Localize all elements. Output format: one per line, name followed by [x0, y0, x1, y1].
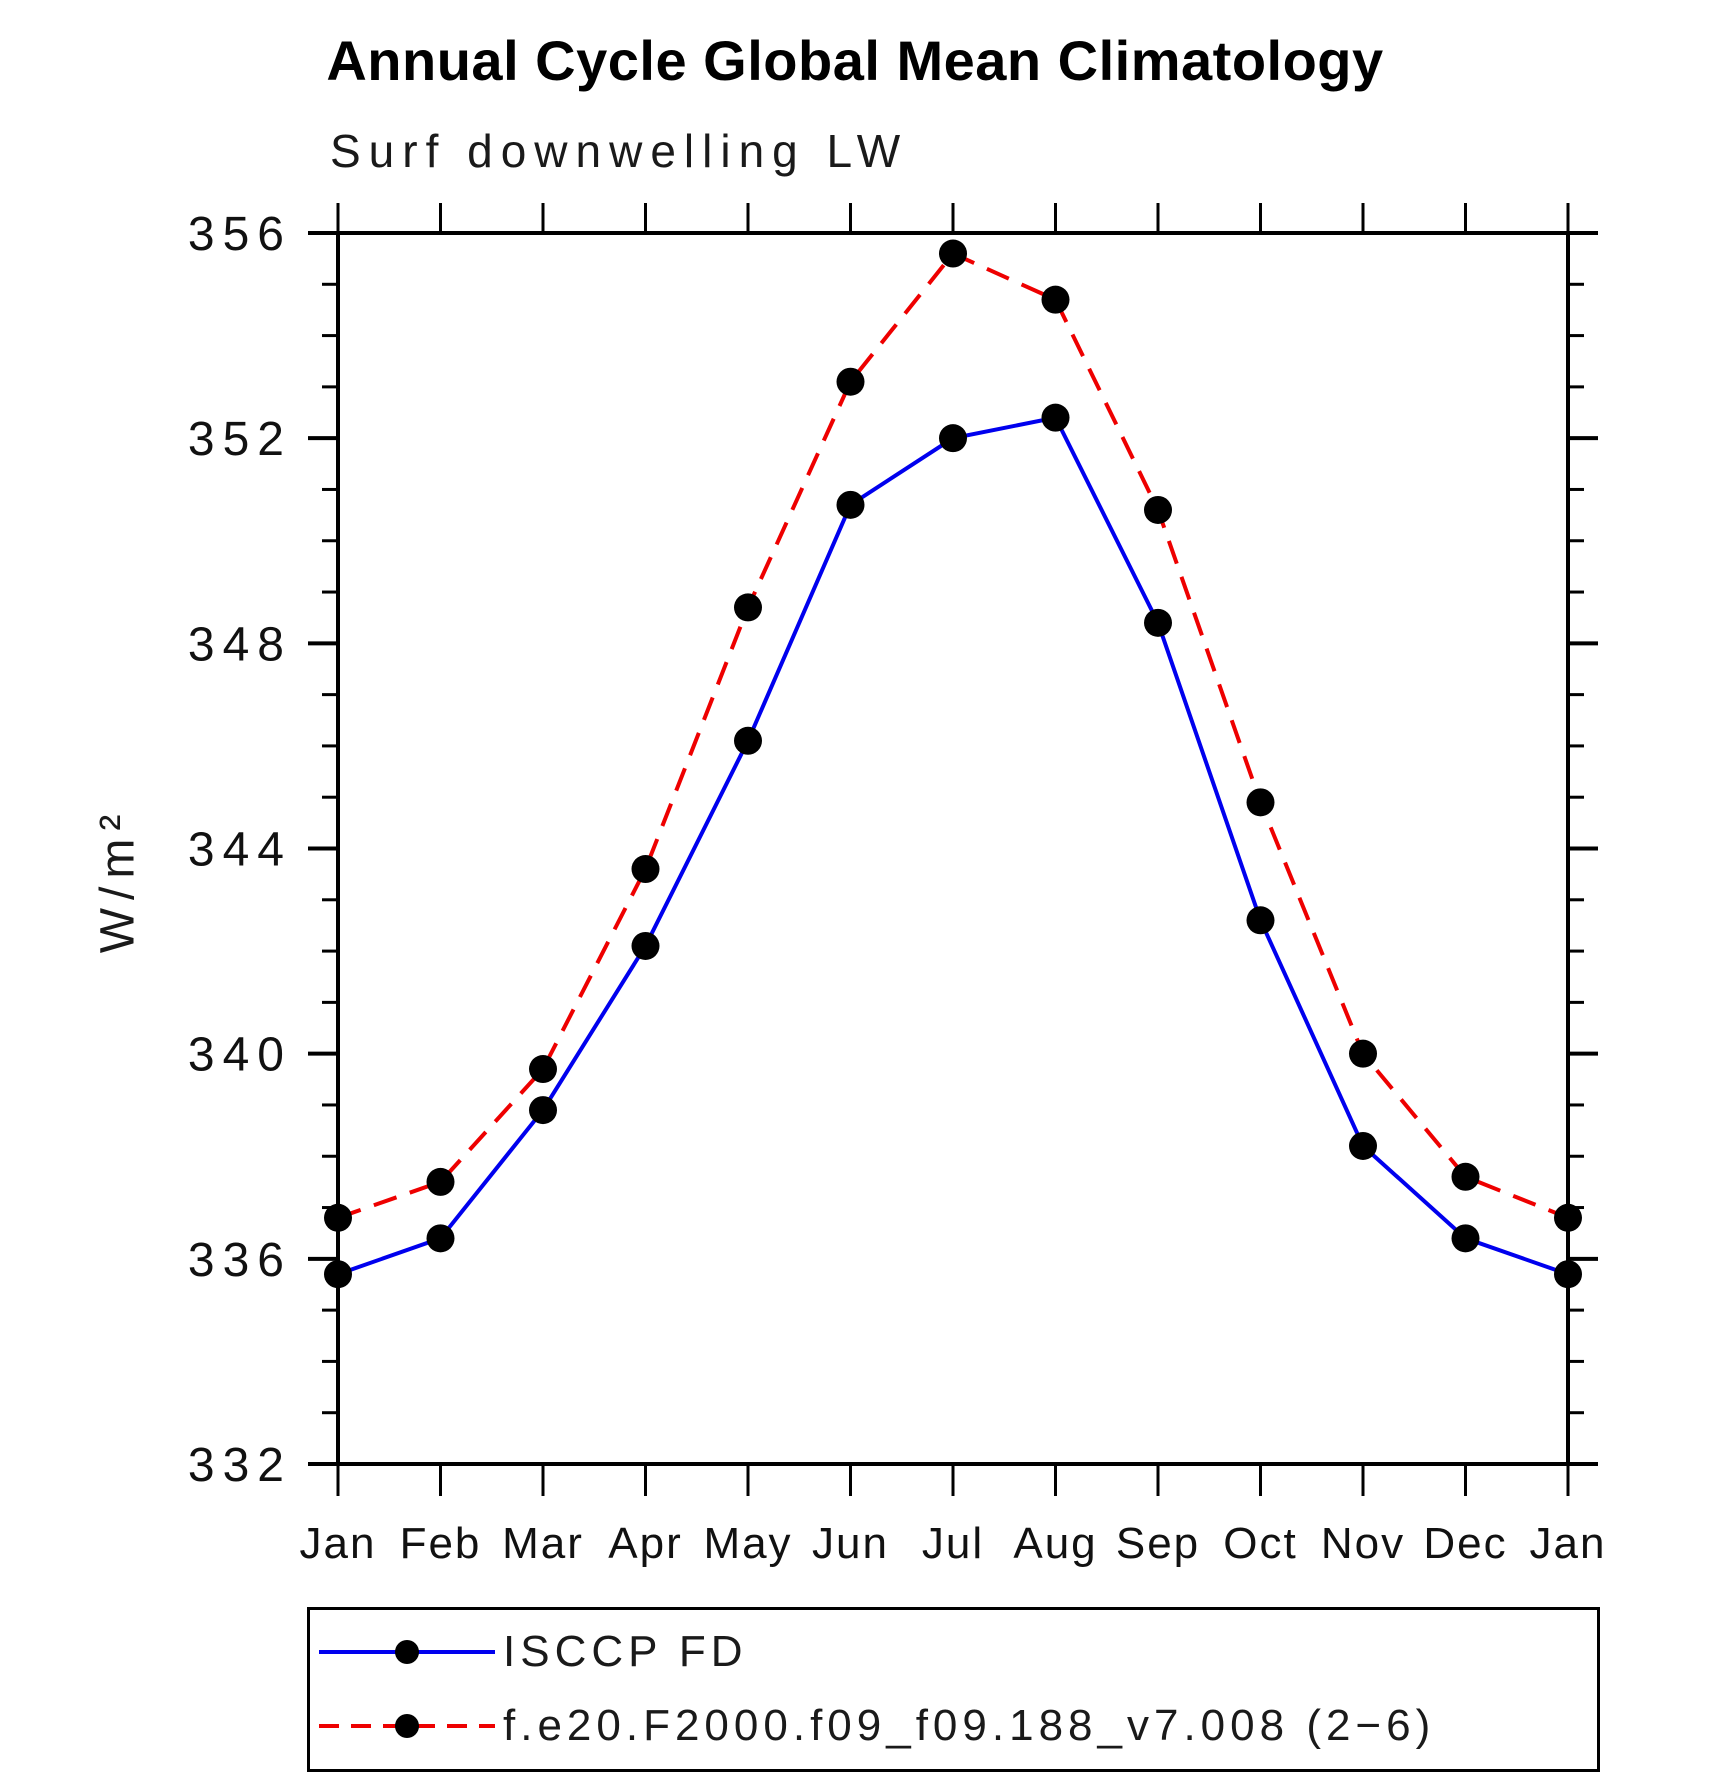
x-axis-tick-label: Nov: [1321, 1519, 1405, 1568]
plot-frame: [336, 231, 1570, 1466]
x-axis-tick-label: Oct: [1223, 1519, 1297, 1568]
plot-area: 332 336 340 344 348 352 356 Jan Feb Mar Apr May Jun J…: [188, 203, 1607, 1568]
y-axis-tick-label: 336: [188, 1234, 292, 1287]
series-0-marker: [529, 1096, 557, 1125]
series-0-marker: [1041, 403, 1070, 432]
series-0-marker: [836, 490, 865, 519]
series-1-marker: [529, 1055, 557, 1084]
chart-subtitle: Surf downwelling LW: [330, 125, 909, 177]
series-0-marker: [939, 424, 967, 453]
y-axis-tick-label: 332: [188, 1439, 292, 1492]
x-axis-tick-label: Jan: [300, 1519, 377, 1568]
series-0-marker: [1349, 1131, 1377, 1160]
y-axis-tick-label: 344: [188, 824, 292, 877]
x-axis-tick-label: Feb: [400, 1519, 482, 1568]
series-0-marker: [1246, 906, 1275, 935]
series-0-marker: [1554, 1260, 1582, 1289]
y-axis-tick-label: 348: [188, 618, 292, 671]
x-axis-tick-label: Jun: [812, 1519, 889, 1568]
legend-label-isccp: ISCCP FD: [503, 1627, 748, 1676]
series-1-marker: [939, 239, 967, 268]
series-0-marker: [734, 726, 762, 755]
legend-label-model: f.e20.F2000.f09_f09.188_v7.008 (2−6): [503, 1701, 1436, 1750]
x-axis-tick-label: Dec: [1423, 1519, 1507, 1568]
chart-title: Annual Cycle Global Mean Climatology: [326, 29, 1384, 92]
series-1-marker: [1041, 285, 1070, 314]
x-axis-tick-label: Apr: [608, 1519, 682, 1568]
legend-box: ISCCP FD f.e20.F2000.f09_f09.188_v7.008 …: [307, 1607, 1600, 1772]
x-axis-tick-label: Mar: [502, 1519, 584, 1568]
x-axis-tick-label: Aug: [1013, 1519, 1097, 1568]
series-line-0: [337, 415, 1569, 1277]
series-1-marker: [1246, 788, 1275, 817]
series-1-marker: [1451, 1162, 1480, 1191]
series-0-marker: [1144, 608, 1172, 637]
series-1-marker: [324, 1203, 352, 1232]
series-1-marker: [836, 367, 865, 396]
series-0-marker: [631, 931, 660, 960]
legend-line-sample-isccp: [319, 1640, 495, 1664]
x-axis-tick-label: Jan: [1530, 1519, 1607, 1568]
series-0-marker: [426, 1224, 455, 1253]
series-0-marker: [324, 1260, 352, 1289]
series-1-marker: [734, 593, 762, 622]
legend-marker-1: [395, 1714, 419, 1738]
series-1-marker: [1349, 1039, 1377, 1068]
series-1-marker: [631, 855, 660, 884]
x-axis-tick-label: May: [703, 1519, 792, 1568]
series-1-marker: [1144, 495, 1172, 524]
legend-row-isccp: ISCCP FD: [315, 1627, 748, 1676]
y-axis-tick-label: 340: [188, 1029, 292, 1082]
legend-line-sample-model: [319, 1714, 495, 1738]
series-0-marker: [1451, 1224, 1480, 1253]
series-1-marker: [426, 1167, 455, 1196]
x-axis-tick-label: Sep: [1116, 1519, 1200, 1568]
y-axis-tick-label: 356: [188, 208, 292, 261]
x-axis-tick-label: Jul: [922, 1519, 984, 1568]
series-1-marker: [1554, 1203, 1582, 1232]
series-line-1: [337, 251, 1569, 1220]
legend-marker-0: [395, 1640, 419, 1664]
legend-row-model: f.e20.F2000.f09_f09.188_v7.008 (2−6): [315, 1701, 1436, 1750]
y-axis-tick-label: 352: [188, 413, 292, 466]
